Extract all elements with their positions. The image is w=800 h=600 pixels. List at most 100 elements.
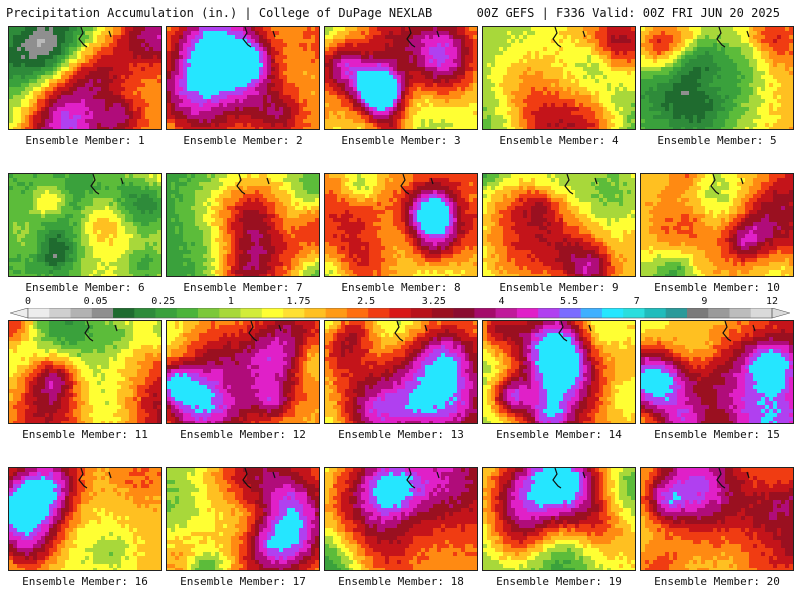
colorbar-tick-label: 5.5 — [560, 296, 578, 307]
precip-field — [325, 174, 477, 276]
run-info: 00Z GEFS | F336 Valid: 00Z FRI JUN 20 20… — [477, 6, 780, 20]
colorbar-swatch — [219, 308, 241, 318]
coastline — [84, 321, 118, 342]
ensemble-member-caption: Ensemble Member: 10 — [638, 281, 796, 294]
coastline — [242, 27, 276, 48]
ensemble-member-map — [482, 467, 636, 571]
ensemble-member-caption: Ensemble Member: 18 — [322, 575, 480, 588]
ensemble-member-caption: Ensemble Member: 2 — [164, 134, 322, 147]
coastline — [552, 468, 586, 489]
coastline — [722, 321, 756, 342]
colorbar-swatch — [49, 308, 71, 318]
coastline — [242, 468, 276, 489]
chart-title: Precipitation Accumulation (in.) | Colle… — [6, 6, 432, 20]
coastline — [558, 321, 592, 342]
ensemble-member-map — [324, 173, 478, 277]
coastline — [400, 174, 434, 195]
ensemble-member-map — [166, 467, 320, 571]
coastline — [394, 321, 428, 342]
ensemble-member-map — [166, 26, 320, 130]
colorbar-swatch — [134, 308, 156, 318]
coastline — [78, 468, 112, 489]
ensemble-member-map — [324, 26, 478, 130]
precip-field — [483, 468, 635, 570]
colorbar-swatch — [283, 308, 305, 318]
colorbar-tick-label: 3.25 — [422, 296, 446, 307]
colorbar-swatch — [453, 308, 475, 318]
colorbar-swatch — [155, 308, 178, 318]
ensemble-member-map — [482, 320, 636, 424]
colorbar-swatch — [198, 308, 220, 318]
colorbar-swatch — [113, 308, 135, 318]
colorbar-tick-label: 7 — [634, 296, 640, 307]
ensemble-member-caption: Ensemble Member: 6 — [6, 281, 164, 294]
colorbar-tick-label: 0.25 — [151, 296, 175, 307]
ensemble-member-caption: Ensemble Member: 19 — [480, 575, 638, 588]
colorbar-swatch — [325, 308, 348, 318]
ensemble-member-caption: Ensemble Member: 17 — [164, 575, 322, 588]
colorbar-swatch — [708, 308, 730, 318]
ensemble-member-map — [324, 320, 478, 424]
colorbar-swatch — [304, 308, 326, 318]
ensemble-member-map — [8, 320, 162, 424]
precip-field — [167, 468, 319, 570]
colorbar-swatch — [431, 308, 454, 318]
precip-field — [325, 321, 477, 423]
ensemble-member-map — [324, 467, 478, 571]
colorbar-swatch — [559, 308, 581, 318]
coastline — [78, 27, 112, 48]
precip-field — [483, 27, 635, 129]
colorbar-swatch — [91, 308, 114, 318]
ensemble-member-map — [640, 26, 794, 130]
ensemble-member-caption: Ensemble Member: 5 — [638, 134, 796, 147]
colorbar-tick-label: 2.5 — [357, 296, 375, 307]
coastline — [716, 468, 750, 489]
coastline — [564, 174, 598, 195]
precip-field — [167, 321, 319, 423]
colorbar-tick-label: 4 — [498, 296, 504, 307]
colorbar-swatch — [70, 308, 93, 318]
colorbar-swatch — [601, 308, 624, 318]
colorbar-tick-label: 0 — [25, 296, 31, 307]
ensemble-member-caption: Ensemble Member: 4 — [480, 134, 638, 147]
coastline — [552, 27, 586, 48]
ensemble-member-caption: Ensemble Member: 20 — [638, 575, 796, 588]
ensemble-member-caption: Ensemble Member: 9 — [480, 281, 638, 294]
colorbar-swatch — [261, 308, 284, 318]
colorbar-swatch — [644, 308, 667, 318]
ensemble-member-map — [640, 320, 794, 424]
ensemble-member-map — [166, 320, 320, 424]
colorbar-swatch — [750, 308, 773, 318]
precip-field — [483, 174, 635, 276]
precip-field — [641, 27, 793, 129]
precip-field — [167, 174, 319, 276]
colorbar-swatch — [729, 308, 752, 318]
precip-field — [9, 468, 161, 570]
coastline — [406, 468, 440, 489]
colorbar: 0 0.05 0.25 1 1.75 2.5 3.25 4 5.5 7 9 12 — [10, 296, 790, 322]
ensemble-member-map — [482, 26, 636, 130]
coastline — [710, 174, 744, 195]
ensemble-member-caption: Ensemble Member: 8 — [322, 281, 480, 294]
ensemble-member-map — [482, 173, 636, 277]
colorbar-swatch — [368, 308, 390, 318]
ensemble-member-caption: Ensemble Member: 12 — [164, 428, 322, 441]
ensemble-member-caption: Ensemble Member: 11 — [6, 428, 164, 441]
colorbar-swatch — [346, 308, 369, 318]
colorbar-swatch — [240, 308, 263, 318]
colorbar-swatch — [176, 308, 199, 318]
coastline — [248, 321, 282, 342]
precip-field — [641, 321, 793, 423]
precip-field — [9, 27, 161, 129]
colorbar-swatch — [28, 308, 50, 318]
colorbar-tick-label: 1.75 — [286, 296, 310, 307]
colorbar-swatch — [495, 308, 518, 318]
ensemble-member-map — [8, 467, 162, 571]
ensemble-member-caption: Ensemble Member: 14 — [480, 428, 638, 441]
ensemble-member-map — [640, 173, 794, 277]
ensemble-member-map — [166, 173, 320, 277]
coastline — [236, 174, 270, 195]
colorbar-swatch — [410, 308, 433, 318]
ensemble-member-caption: Ensemble Member: 7 — [164, 281, 322, 294]
colorbar-tick-label: 0.05 — [84, 296, 108, 307]
